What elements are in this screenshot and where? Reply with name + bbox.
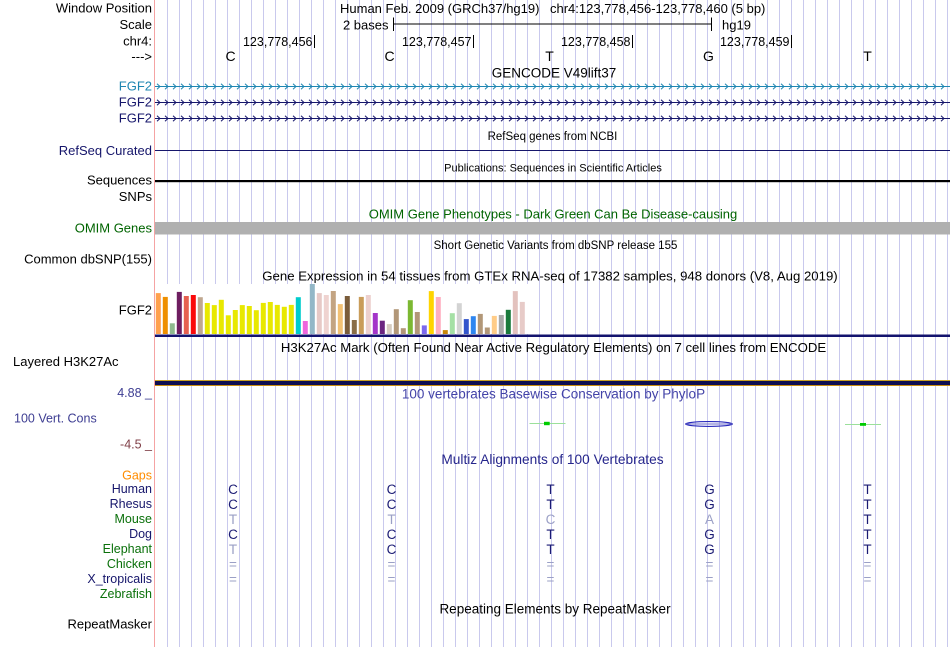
svg-text:Chicken: Chicken xyxy=(107,557,152,571)
svg-text:T: T xyxy=(546,497,554,512)
svg-text:H3K27Ac Mark (Often Found Near: H3K27Ac Mark (Often Found Near Active Re… xyxy=(281,340,827,355)
svg-text:T: T xyxy=(863,497,871,512)
svg-text:100 Vert. Cons: 100 Vert. Cons xyxy=(14,412,97,426)
svg-text:Layered H3K27Ac: Layered H3K27Ac xyxy=(13,354,119,369)
svg-text:-4.5 _: -4.5 _ xyxy=(120,438,153,452)
svg-text:123,778,457: 123,778,457 xyxy=(402,35,472,49)
svg-text:SNPs: SNPs xyxy=(119,189,153,204)
svg-text:FGF2: FGF2 xyxy=(119,79,152,94)
svg-text:C: C xyxy=(546,512,556,527)
svg-text:=: = xyxy=(706,557,714,572)
svg-text:T: T xyxy=(863,48,872,64)
svg-text:Sequences: Sequences xyxy=(87,173,153,188)
svg-text:FGF2: FGF2 xyxy=(119,95,152,110)
svg-text:T: T xyxy=(863,542,871,557)
svg-text:G: G xyxy=(703,48,714,64)
svg-text:C: C xyxy=(384,48,394,64)
svg-text:RefSeq genes from NCBI: RefSeq genes from NCBI xyxy=(488,131,618,143)
svg-text:RefSeq Curated: RefSeq Curated xyxy=(59,143,152,158)
svg-text:chr4:: chr4: xyxy=(123,34,152,49)
svg-text:FGF2: FGF2 xyxy=(119,303,152,318)
svg-text:C: C xyxy=(387,482,397,497)
svg-text:4.88 _: 4.88 _ xyxy=(117,386,153,400)
svg-text:Common dbSNP(155): Common dbSNP(155) xyxy=(24,252,152,267)
svg-text:T: T xyxy=(546,542,554,557)
svg-text:T: T xyxy=(863,512,871,527)
svg-text:Multiz Alignments of 100 Verte: Multiz Alignments of 100 Vertebrates xyxy=(441,452,663,467)
svg-text:Rhesus: Rhesus xyxy=(110,497,152,511)
svg-text:T: T xyxy=(229,542,237,557)
svg-text:Short Genetic Variants from db: Short Genetic Variants from dbSNP releas… xyxy=(434,240,678,252)
svg-text:G: G xyxy=(704,497,715,512)
svg-text:=: = xyxy=(864,557,872,572)
svg-text:C: C xyxy=(225,48,235,64)
svg-text:Dog: Dog xyxy=(129,527,152,541)
svg-text:OMIM Gene Phenotypes - Dark Gr: OMIM Gene Phenotypes - Dark Green Can Be… xyxy=(369,207,738,222)
svg-text:X_tropicalis: X_tropicalis xyxy=(87,572,152,586)
svg-text:Mouse: Mouse xyxy=(114,512,152,526)
svg-text:Repeating Elements by RepeatMa: Repeating Elements by RepeatMasker xyxy=(439,602,671,617)
svg-text:C: C xyxy=(387,497,397,512)
svg-text:123,778,458: 123,778,458 xyxy=(561,35,631,49)
svg-text:=: = xyxy=(229,572,237,587)
svg-text:C: C xyxy=(228,497,238,512)
svg-text:T: T xyxy=(546,482,554,497)
svg-text:C: C xyxy=(387,527,397,542)
svg-text:=: = xyxy=(388,572,396,587)
svg-text:chr4:123,778,456-123,778,460 (: chr4:123,778,456-123,778,460 (5 bp) xyxy=(550,1,765,16)
svg-text:=: = xyxy=(864,572,872,587)
svg-text:RepeatMasker: RepeatMasker xyxy=(67,617,152,632)
svg-text:T: T xyxy=(546,527,554,542)
svg-text:FGF2: FGF2 xyxy=(119,111,152,126)
svg-text:C: C xyxy=(228,482,238,497)
svg-text:123,778,459: 123,778,459 xyxy=(720,35,790,49)
svg-text:=: = xyxy=(547,572,555,587)
svg-text:G: G xyxy=(704,542,715,557)
svg-text:G: G xyxy=(704,527,715,542)
svg-text:T: T xyxy=(229,512,237,527)
svg-text:123,778,456: 123,778,456 xyxy=(243,35,313,49)
svg-text:Scale: Scale xyxy=(119,17,152,32)
svg-text:C: C xyxy=(387,542,397,557)
svg-text:OMIM Genes: OMIM Genes xyxy=(75,221,153,236)
svg-text:Publications: Sequences in Sci: Publications: Sequences in Scientific Ar… xyxy=(444,163,662,175)
svg-text:T: T xyxy=(545,48,554,64)
svg-text:A: A xyxy=(705,512,714,527)
svg-text:Human: Human xyxy=(112,482,152,496)
svg-text:=: = xyxy=(229,557,237,572)
svg-text:T: T xyxy=(387,512,395,527)
svg-text:Human Feb. 2009 (GRCh37/hg19): Human Feb. 2009 (GRCh37/hg19) xyxy=(340,1,539,16)
svg-text:Zebrafish: Zebrafish xyxy=(100,587,152,601)
svg-text:Window Position: Window Position xyxy=(56,1,152,16)
svg-text:C: C xyxy=(228,527,238,542)
svg-text:T: T xyxy=(863,527,871,542)
svg-text:=: = xyxy=(388,557,396,572)
svg-text:100 vertebrates Basewise Conse: 100 vertebrates Basewise Conservation by… xyxy=(402,387,705,402)
svg-text:Gene Expression in 54 tissues: Gene Expression in 54 tissues from GTEx … xyxy=(262,269,837,284)
svg-text:T: T xyxy=(863,482,871,497)
svg-text:2 bases: 2 bases xyxy=(343,18,389,33)
svg-text:Gaps: Gaps xyxy=(122,469,152,483)
svg-text:=: = xyxy=(706,572,714,587)
svg-text:Elephant: Elephant xyxy=(103,542,153,556)
svg-text:hg19: hg19 xyxy=(722,18,751,33)
svg-text:G: G xyxy=(704,482,715,497)
svg-text:GENCODE V49lift37: GENCODE V49lift37 xyxy=(492,66,617,81)
svg-text:=: = xyxy=(547,557,555,572)
svg-text:--->: ---> xyxy=(131,49,152,64)
